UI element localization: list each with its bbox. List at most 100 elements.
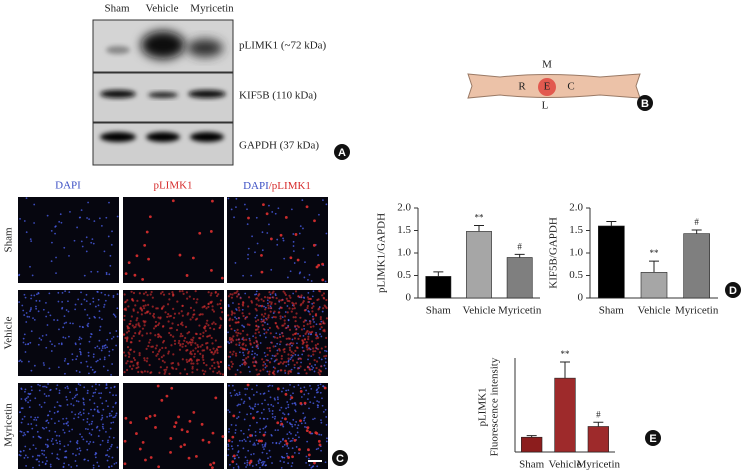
signal xyxy=(236,295,239,298)
nucleus xyxy=(22,434,25,437)
signal xyxy=(168,292,171,295)
nucleus xyxy=(273,397,276,400)
signal xyxy=(192,336,195,339)
nucleus xyxy=(32,317,34,320)
signal xyxy=(312,353,315,356)
nucleus xyxy=(116,307,119,310)
nucleus xyxy=(263,351,266,354)
signal xyxy=(257,318,260,322)
nucleus xyxy=(69,440,72,443)
nucleus xyxy=(104,347,107,349)
signal xyxy=(197,358,200,362)
nucleus xyxy=(106,459,109,462)
nucleus xyxy=(33,418,36,421)
signal xyxy=(314,314,318,317)
nucleus xyxy=(70,403,73,405)
nucleus xyxy=(43,427,45,430)
nucleus xyxy=(19,217,21,220)
signal xyxy=(279,315,282,318)
nucleus xyxy=(110,337,113,340)
signal xyxy=(323,386,327,390)
nucleus xyxy=(255,439,258,442)
signal xyxy=(274,302,277,305)
nucleus xyxy=(277,207,280,210)
signal xyxy=(299,365,302,368)
nucleus xyxy=(242,274,244,277)
nucleus xyxy=(116,293,119,296)
signal xyxy=(204,370,207,373)
nucleus xyxy=(102,423,104,426)
signal xyxy=(143,370,147,373)
nucleus xyxy=(105,271,108,274)
nucleus xyxy=(230,208,233,211)
nucleus xyxy=(86,448,89,451)
signal xyxy=(283,292,287,295)
epicenter xyxy=(538,78,556,96)
significance: # xyxy=(517,241,522,251)
signal xyxy=(191,316,194,319)
nucleus xyxy=(18,301,21,303)
signal xyxy=(210,268,213,272)
signal xyxy=(220,306,223,310)
nucleus xyxy=(113,462,116,465)
nucleus xyxy=(238,439,241,442)
nucleus xyxy=(90,433,93,436)
nucleus xyxy=(297,354,300,357)
signal xyxy=(214,291,217,294)
signal xyxy=(250,300,253,303)
nucleus xyxy=(101,318,103,321)
y-tick-label: 1.5 xyxy=(569,224,583,236)
nucleus xyxy=(254,405,256,408)
signal xyxy=(265,318,268,321)
nucleus xyxy=(80,240,83,243)
nucleus xyxy=(321,404,324,407)
signal xyxy=(131,324,134,327)
signal xyxy=(241,312,244,315)
nucleus xyxy=(107,439,109,442)
nucleus xyxy=(30,297,32,300)
signal xyxy=(296,367,300,370)
signal xyxy=(268,373,271,376)
signal xyxy=(313,461,316,465)
nucleus xyxy=(274,398,276,401)
nucleus xyxy=(316,404,319,407)
nucleus xyxy=(239,364,242,367)
nucleus xyxy=(297,384,300,386)
nucleus xyxy=(53,406,56,409)
signal xyxy=(268,361,272,364)
signal xyxy=(291,455,294,459)
nucleus xyxy=(260,412,263,414)
nucleus xyxy=(35,305,37,308)
signal xyxy=(263,296,267,299)
signal xyxy=(289,296,292,299)
nucleus xyxy=(110,422,113,424)
nucleus xyxy=(112,416,115,419)
signal xyxy=(132,334,135,338)
nucleus xyxy=(97,298,100,301)
nucleus xyxy=(91,420,94,423)
direction-label: R xyxy=(518,81,526,93)
nucleus xyxy=(87,412,90,415)
signal xyxy=(325,354,328,357)
signal xyxy=(184,336,187,340)
nucleus xyxy=(294,409,296,411)
nucleus xyxy=(47,414,49,417)
nucleus xyxy=(72,452,74,455)
signal xyxy=(193,355,196,358)
nucleus xyxy=(322,385,324,388)
signal xyxy=(305,205,309,209)
signal xyxy=(270,301,273,304)
signal xyxy=(287,353,290,356)
signal xyxy=(266,347,269,350)
signal xyxy=(283,360,286,364)
signal xyxy=(273,310,276,313)
nucleus xyxy=(57,300,60,303)
nucleus xyxy=(113,314,116,317)
signal xyxy=(192,410,196,414)
signal xyxy=(153,316,156,319)
nucleus xyxy=(308,464,311,467)
nucleus xyxy=(41,426,44,429)
signal xyxy=(141,277,145,281)
signal xyxy=(144,312,147,315)
nucleus xyxy=(287,360,290,363)
